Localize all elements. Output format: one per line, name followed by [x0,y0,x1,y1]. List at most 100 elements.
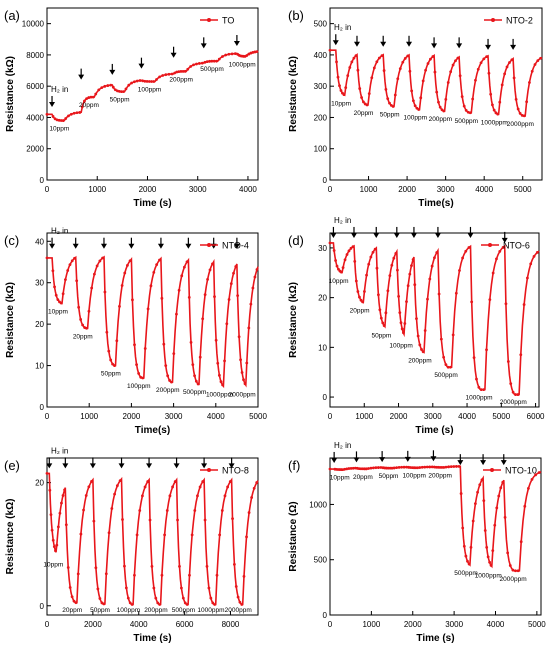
data-point [341,266,345,270]
data-point [444,97,448,101]
data-point [486,555,490,559]
data-point [96,587,100,591]
data-point [437,292,441,296]
data-point [522,303,526,306]
data-point [433,70,437,74]
data-point [49,513,53,517]
h2-arrow-head [128,243,135,249]
data-point [454,291,458,295]
x-tick-label: 3000 [445,620,463,629]
data-point [214,338,218,342]
data-point [348,66,352,69]
data-point [475,377,478,381]
data-point [482,388,486,391]
data-point [185,260,189,264]
data-point [90,480,93,483]
x-tick-label: 5000 [492,412,510,421]
data-point [83,99,86,103]
data-point [501,246,505,249]
data-point [459,492,463,495]
data-point [172,352,176,356]
data-point [113,88,117,92]
x-tick-label: 8000 [222,620,240,629]
data-point [183,601,187,605]
data-point [158,75,162,79]
data-point [234,265,238,268]
data-point [461,256,465,260]
data-point [491,549,495,553]
data-point [120,90,123,94]
legend-marker [491,18,495,22]
data-point [189,340,193,344]
data-point [45,256,49,260]
data-point [190,533,194,537]
plot-frame [46,457,259,616]
data-point [208,59,211,63]
data-point [370,76,374,80]
x-tick-label: 0 [45,185,50,194]
h2-arrow-head [500,460,507,466]
data-point [115,339,119,343]
data-point [417,108,421,111]
data-point [126,596,130,600]
data-point [343,258,347,262]
x-tick-label: 5000 [528,620,546,629]
concentration-label: 20ppm [79,102,99,109]
data-point [193,374,196,378]
data-point [107,349,111,353]
data-point [61,494,65,497]
data-point [374,466,378,470]
data-point [203,518,207,522]
data-point [420,465,424,469]
data-point [66,269,70,272]
x-axis-label: Time (s) [133,198,171,209]
data-point [210,59,214,63]
data-point [147,80,151,83]
data-point [215,59,218,63]
data-point [230,52,234,56]
data-point [85,326,88,330]
data-point [528,81,531,84]
data-point [476,490,479,494]
data-point [431,55,435,58]
data-point [523,504,527,508]
concentration-label: 500ppm [200,66,224,73]
data-point [155,263,159,266]
data-point [179,70,183,73]
concentration-label: 10ppm [48,308,68,315]
data-point [110,507,114,510]
h2-arrow-head [201,463,208,469]
data-point [215,573,219,577]
h2-in-label: H₂ in [51,227,68,236]
x-tick-label: 2000 [123,412,141,421]
data-point [428,277,432,281]
data-point [173,71,177,75]
data-point [51,269,55,273]
y-tick-label: 0 [40,602,45,611]
data-point [74,601,78,605]
data-point [470,300,474,304]
y-tick-label: 0 [40,176,45,185]
data-point [225,322,229,326]
data-point [78,111,82,114]
data-point [420,348,423,351]
data-point [211,262,214,266]
data-point [328,241,332,245]
data-point [372,466,375,470]
data-point [245,535,248,539]
legend-marker [207,243,211,247]
data-point [154,596,158,600]
y-axis-label: Resistance (Ω) [288,501,299,571]
data-point [207,586,211,590]
h2-arrow-head [138,63,145,69]
data-point [160,573,164,577]
data-point [449,70,453,74]
data-point [495,506,499,510]
x-axis-label: Time (s) [416,633,454,644]
data-point [525,100,529,104]
data-point [213,295,216,299]
data-point [198,485,202,489]
plot-frame [329,7,543,181]
data-point [471,519,475,523]
x-tick-label: 1000 [360,185,378,194]
